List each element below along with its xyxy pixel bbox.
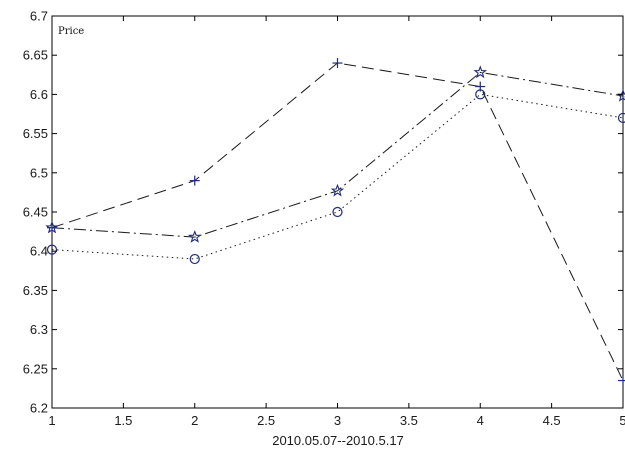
series-2-point — [473, 65, 488, 79]
x-tick-label: 3.5 — [400, 413, 418, 428]
y-tick-label: 6.35 — [23, 283, 48, 298]
series-1-point — [189, 175, 200, 186]
inner-price-label: Price — [58, 26, 84, 37]
y-tick-label: 6.55 — [23, 126, 48, 141]
series-3-point — [332, 206, 343, 218]
y-tick-label: 6.45 — [23, 205, 48, 220]
x-tick-label: 4 — [477, 413, 484, 428]
x-tick-label: 5 — [619, 413, 625, 428]
y-tick-label: 6.5 — [30, 165, 48, 180]
series-3-point — [475, 89, 486, 100]
series-3-point — [46, 244, 58, 255]
series-1-point — [618, 375, 625, 386]
x-tick-label: 4.5 — [543, 413, 561, 428]
plot-area — [51, 15, 624, 409]
y-tick-label: 6.2 — [30, 401, 48, 416]
series-2-point — [330, 183, 345, 197]
series-2-point — [187, 230, 202, 243]
series-3-point — [617, 112, 625, 124]
y-tick-label: 6.7 — [30, 9, 48, 24]
y-tick-label: 6.6 — [30, 87, 48, 102]
x-tick-label: 1 — [48, 413, 55, 428]
series-1-point — [332, 58, 343, 69]
x-tick-label: 3 — [334, 413, 341, 428]
tick-layer: 1 1.5 2 2.5 3 3.5 4 4.5 5 6.2 6.25 6.3 6.35 6.4 6.45 6.… — [23, 9, 625, 429]
y-tick-label: 6.3 — [30, 322, 48, 337]
y-tick-label: 6.25 — [23, 361, 48, 376]
x-tick-label: 1.5 — [114, 413, 132, 428]
y-tick-label: 6.65 — [23, 48, 48, 63]
x-tick-label: 2 — [191, 413, 198, 428]
y-tick-label: 6.4 — [30, 244, 48, 259]
x-axis-label: 2010.05.07--2010.5.17 — [272, 433, 404, 448]
series-3-line — [51, 93, 624, 260]
marker-layer — [45, 58, 625, 386]
series-3-point — [189, 253, 200, 265]
series-2-line — [51, 71, 624, 238]
series-2-point — [45, 220, 59, 234]
x-tick-label: 2.5 — [257, 413, 275, 428]
